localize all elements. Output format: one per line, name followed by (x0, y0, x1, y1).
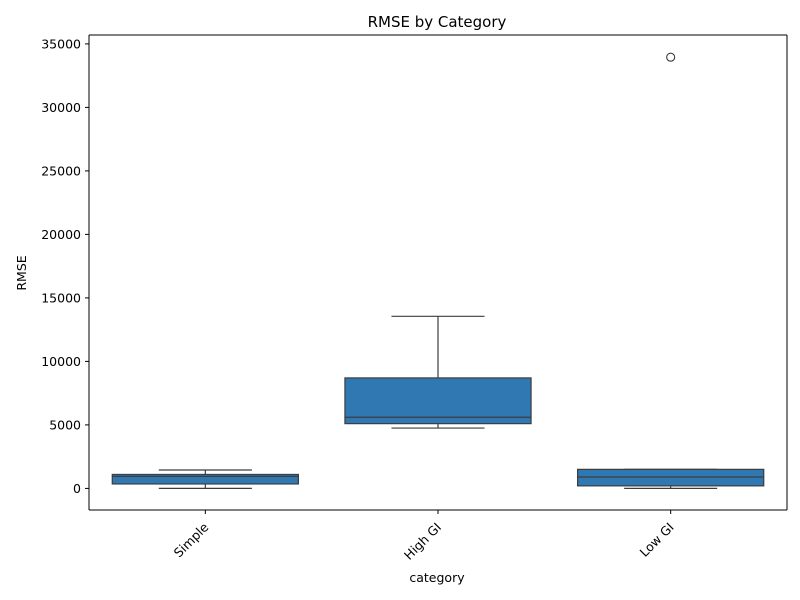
y-tick-label-0: 0 (73, 481, 81, 496)
box-simple (111, 473, 300, 485)
x-tick-label-high-gi: High GI (401, 520, 444, 563)
y-tick-label-15000: 15000 (41, 290, 81, 305)
y-tick-label-10000: 10000 (41, 354, 81, 369)
box-high-gi (344, 377, 532, 425)
x-tick-label-low-gi: Low GI (637, 520, 677, 560)
y-axis-title: RMSE (14, 255, 29, 290)
x-tick-label-simple: Simple (171, 519, 212, 560)
chart-title: RMSE by Category (368, 13, 507, 31)
y-tick-label-30000: 30000 (41, 100, 81, 115)
plot-area: 0 5000 10000 15000 20000 25000 30000 35000 Simpl… (41, 34, 788, 563)
y-tick-label-25000: 25000 (41, 163, 81, 178)
y-tick-label-20000: 20000 (41, 227, 81, 242)
outlier-low-gi-0 (666, 52, 676, 62)
x-axis-title: category (409, 570, 465, 585)
y-tick-label-5000: 5000 (49, 417, 81, 432)
box-low-gi (576, 468, 765, 487)
y-tick-label-35000: 35000 (41, 36, 81, 51)
